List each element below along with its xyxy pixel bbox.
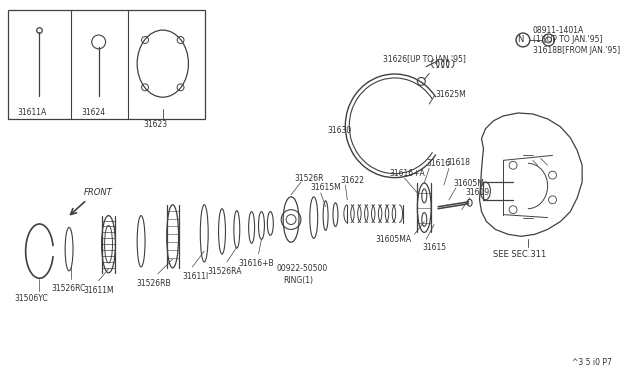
Text: 31616+B: 31616+B — [239, 259, 275, 269]
Text: 31526RC: 31526RC — [51, 284, 86, 293]
Text: 31619: 31619 — [466, 188, 490, 198]
Text: 31630: 31630 — [328, 126, 352, 135]
Text: 31622: 31622 — [340, 176, 364, 185]
Text: 31623: 31623 — [143, 120, 167, 129]
Text: 31616: 31616 — [426, 159, 451, 168]
Text: 31611A: 31611A — [18, 109, 47, 118]
Text: 31605MA: 31605MA — [375, 235, 411, 244]
Text: 08911-1401A: 08911-1401A — [533, 26, 584, 35]
Text: (1)[UP TO JAN.'95]: (1)[UP TO JAN.'95] — [533, 35, 602, 45]
Text: 31626[UP TO JAN.'95]: 31626[UP TO JAN.'95] — [383, 55, 466, 64]
Text: N: N — [516, 35, 523, 45]
Text: 31526RA: 31526RA — [207, 267, 242, 276]
Text: ^3 5 i0 P7: ^3 5 i0 P7 — [572, 358, 612, 367]
Text: 31526RB: 31526RB — [136, 279, 171, 288]
Text: 31615: 31615 — [422, 243, 447, 252]
Text: 31611I: 31611I — [182, 272, 209, 281]
Text: 31506YC: 31506YC — [15, 294, 49, 303]
Text: 31618B[FROM JAN.'95]: 31618B[FROM JAN.'95] — [533, 46, 620, 55]
Text: 31616+A: 31616+A — [390, 169, 426, 178]
Text: FRONT: FRONT — [84, 188, 113, 198]
Bar — [8, 10, 205, 119]
Text: SEE SEC.311: SEE SEC.311 — [493, 250, 547, 259]
Text: 31618: 31618 — [446, 158, 470, 167]
Text: 31624: 31624 — [82, 109, 106, 118]
Text: 31615M: 31615M — [311, 183, 342, 192]
Text: RING(1): RING(1) — [283, 276, 313, 285]
Text: 00922-50500: 00922-50500 — [276, 264, 328, 273]
Text: 31611M: 31611M — [84, 286, 115, 295]
Text: 31625M: 31625M — [435, 90, 466, 99]
Text: 31526R: 31526R — [294, 174, 324, 183]
Text: 31605M: 31605M — [454, 179, 484, 187]
